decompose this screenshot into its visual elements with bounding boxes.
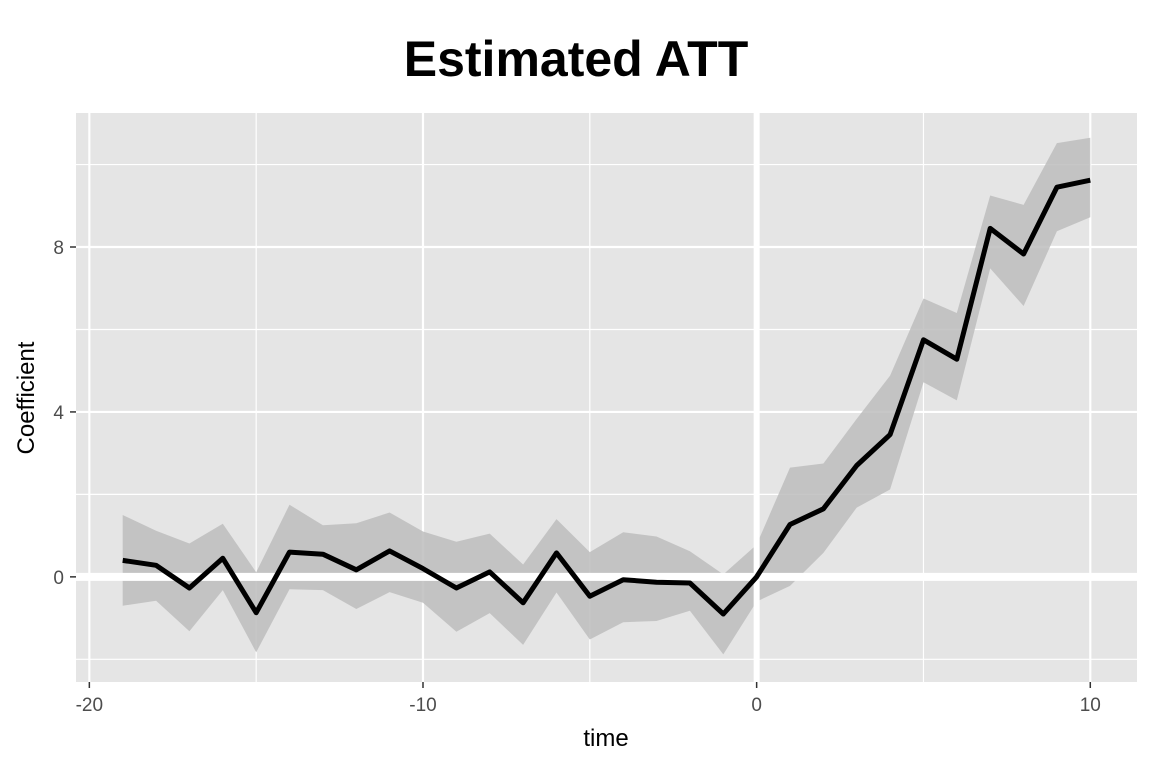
x-tick-label: 10 — [1080, 695, 1101, 716]
x-tick-label: -20 — [76, 695, 103, 716]
estimate-line — [122, 177, 1091, 617]
y-tick-label: 0 — [53, 568, 64, 589]
y-axis-title: Coefficient — [13, 341, 40, 454]
axis-ticks — [70, 246, 1092, 688]
y-tick-label: 8 — [53, 238, 64, 259]
x-axis-tick-labels: -20 -10 0 10 — [76, 695, 1101, 716]
confidence-band — [122, 137, 1091, 655]
chart-title: Estimated ATT — [403, 31, 749, 87]
y-axis-tick-labels: 0 4 8 — [53, 238, 64, 589]
reference-lines-layer — [76, 113, 1137, 682]
y-tick-label: 4 — [53, 403, 64, 424]
minor-gridlines — [76, 113, 1137, 682]
confidence-band-layer — [122, 137, 1091, 655]
estimate-line-layer — [122, 177, 1091, 617]
x-axis-title: time — [583, 725, 628, 752]
x-tick-label: -10 — [409, 695, 436, 716]
x-tick-label: 0 — [751, 695, 762, 716]
